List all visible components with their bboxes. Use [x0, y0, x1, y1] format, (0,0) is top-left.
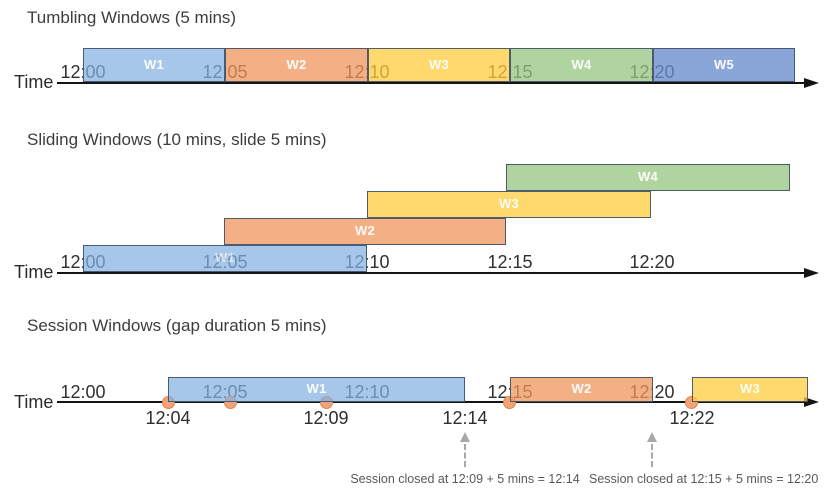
- window-box: W1: [83, 245, 367, 272]
- time-axis-label: Time: [14, 72, 54, 92]
- window-box: W2: [225, 48, 368, 82]
- window-label: W4: [571, 56, 592, 72]
- window-box: W4: [506, 164, 790, 191]
- tick-label: 12:15: [487, 252, 533, 272]
- axis-arrow-icon: [804, 268, 819, 278]
- dashed-arrow-tail: [651, 444, 653, 467]
- section-title: Sliding Windows (10 mins, slide 5 mins): [27, 130, 327, 149]
- window-box: W3: [692, 377, 808, 402]
- dashed-arrow-tail: [464, 444, 466, 467]
- window-label: W2: [286, 56, 307, 72]
- window-label: W5: [713, 56, 735, 72]
- annotation-text: Session closed at 12:15 + 5 mins = 12:20: [589, 472, 819, 486]
- axis-arrow-icon: [804, 78, 819, 88]
- window-label: W4: [637, 169, 659, 184]
- section-title: Session Windows (gap duration 5 mins): [27, 316, 327, 335]
- window-label: W1: [143, 56, 165, 72]
- window-label: W3: [498, 196, 520, 211]
- axis-arrow-icon: [804, 397, 819, 407]
- event-time-label: 12:04: [145, 408, 191, 428]
- window-box: W5: [653, 48, 795, 82]
- time-axis-line: [57, 82, 806, 84]
- time-axis-label: Time: [14, 392, 54, 412]
- tick-label: 12:20: [629, 252, 675, 272]
- window-box: W3: [367, 191, 651, 218]
- time-axis-line: [57, 272, 806, 274]
- section-title: Tumbling Windows (5 mins): [27, 8, 237, 27]
- window-box: W4: [510, 48, 653, 82]
- dashed-up-arrow-icon: [460, 432, 470, 442]
- event-time-label: 12:09: [303, 408, 349, 428]
- window-label: W2: [571, 381, 592, 396]
- time-axis-line: [57, 401, 806, 403]
- dashed-up-arrow-icon: [647, 432, 657, 442]
- window-box: W2: [224, 218, 506, 245]
- window-label: W3: [739, 381, 761, 396]
- window-box: W1: [168, 377, 465, 402]
- window-box: W1: [83, 48, 225, 82]
- window-box: W3: [368, 48, 510, 82]
- tick-label: 12:00: [60, 382, 106, 402]
- event-time-label: 12:14: [442, 408, 488, 428]
- window-label: W3: [428, 56, 450, 72]
- window-label: W1: [306, 381, 327, 396]
- window-label: W1: [214, 250, 236, 265]
- event-time-label: 12:22: [669, 408, 715, 428]
- time-axis-label: Time: [14, 262, 54, 282]
- window-label: W2: [354, 223, 376, 238]
- annotation-text: Session closed at 12:09 + 5 mins = 12:14: [350, 472, 580, 486]
- window-box: W2: [510, 377, 653, 402]
